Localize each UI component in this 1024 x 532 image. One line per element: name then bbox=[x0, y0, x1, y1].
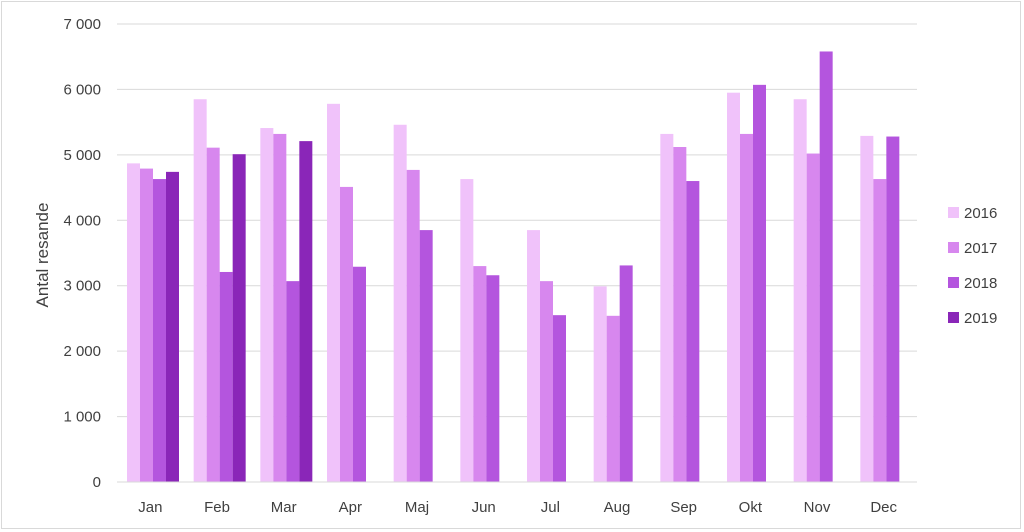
bar-2017-Apr bbox=[340, 186, 353, 482]
bar-2016-Okt bbox=[727, 92, 740, 482]
legend: 2016 2017 2018 2019 bbox=[948, 205, 997, 327]
bars bbox=[127, 51, 900, 483]
x-tick-label: Dec bbox=[870, 499, 897, 516]
bar-2016-Sep bbox=[660, 133, 674, 483]
bar-2016-Aug bbox=[593, 286, 607, 482]
bar-2016-Mar bbox=[260, 128, 274, 482]
gridlines bbox=[117, 23, 917, 418]
x-tick-label: Jan bbox=[138, 499, 162, 516]
bar-2018-Maj bbox=[419, 230, 433, 482]
y-tick-label: 4 000 bbox=[63, 212, 101, 229]
y-tick-label: 0 bbox=[93, 474, 101, 491]
bar-2016-Apr bbox=[327, 103, 340, 482]
x-tick-label: Okt bbox=[739, 499, 763, 516]
legend-swatch-2016 bbox=[948, 207, 959, 218]
bar-2018-Aug bbox=[619, 265, 633, 482]
y-tick-label: 3 000 bbox=[63, 278, 101, 295]
legend-label-2018: 2018 bbox=[964, 275, 997, 292]
bar-2019-Feb bbox=[232, 154, 246, 482]
legend-swatch-2018 bbox=[948, 277, 959, 288]
bar-2017-Jun bbox=[473, 266, 487, 482]
x-tick-label: Mar bbox=[271, 499, 297, 516]
bar-2017-Maj bbox=[406, 169, 420, 483]
bar-2018-Mar bbox=[286, 281, 300, 482]
bar-2018-Apr bbox=[353, 266, 366, 482]
x-tick-label: Jun bbox=[472, 499, 496, 516]
bar-2018-Nov bbox=[819, 51, 833, 482]
bar-2018-Feb bbox=[219, 271, 233, 482]
bar-2017-Mar bbox=[273, 133, 287, 483]
x-tick-label: Nov bbox=[804, 499, 831, 516]
bar-2017-Jan bbox=[140, 168, 153, 482]
x-tick-label: Apr bbox=[339, 499, 362, 516]
bar-2017-Jul bbox=[540, 281, 553, 482]
bar-2019-Mar bbox=[299, 141, 313, 483]
bar-2016-Jul bbox=[527, 230, 540, 482]
bar-2019-Jan bbox=[166, 171, 179, 482]
bar-2016-Jan bbox=[127, 163, 140, 482]
y-tick-label: 5 000 bbox=[63, 147, 101, 164]
bar-2018-Jul bbox=[553, 315, 566, 482]
legend-label-2019: 2019 bbox=[964, 310, 997, 327]
legend-label-2016: 2016 bbox=[964, 205, 997, 222]
bar-2018-Okt bbox=[753, 84, 766, 482]
bar-2017-Dec bbox=[873, 179, 887, 482]
y-tick-label: 7 000 bbox=[63, 16, 101, 33]
bar-2018-Jun bbox=[486, 275, 500, 482]
x-tick-label: Feb bbox=[204, 499, 230, 516]
bar-2016-Feb bbox=[193, 99, 207, 482]
x-tick-label: Sep bbox=[670, 499, 697, 516]
y-tick-label: 2 000 bbox=[63, 343, 101, 360]
y-axis-ticks: 0 1 000 2 000 3 000 4 000 5 000 6 000 7 000 bbox=[63, 16, 101, 491]
bar-2017-Sep bbox=[673, 147, 687, 482]
bar-2016-Maj bbox=[393, 124, 407, 482]
bar-2017-Okt bbox=[740, 133, 753, 483]
y-tick-label: 6 000 bbox=[63, 81, 101, 98]
y-axis-title: Antal resande bbox=[33, 203, 52, 308]
bar-2016-Nov bbox=[793, 99, 807, 482]
legend-swatch-2019 bbox=[948, 312, 959, 323]
x-tick-label: Jul bbox=[541, 499, 560, 516]
bar-2018-Dec bbox=[886, 136, 900, 482]
y-tick-label: 1 000 bbox=[63, 409, 101, 426]
legend-swatch-2017 bbox=[948, 242, 959, 253]
x-axis-ticks: Jan Feb Mar Apr Maj Jun Jul Aug Sep Okt Nov Dec bbox=[138, 499, 897, 516]
bar-2016-Jun bbox=[460, 179, 474, 482]
bar-2017-Nov bbox=[806, 153, 820, 482]
bar-2018-Sep bbox=[686, 181, 700, 482]
bar-2017-Feb bbox=[206, 147, 220, 482]
bar-2017-Aug bbox=[606, 315, 620, 482]
x-tick-label: Maj bbox=[405, 499, 429, 516]
x-tick-label: Aug bbox=[604, 499, 631, 516]
bar-2018-Jan bbox=[153, 179, 166, 482]
legend-label-2017: 2017 bbox=[964, 240, 997, 257]
bar-2016-Dec bbox=[860, 135, 874, 482]
